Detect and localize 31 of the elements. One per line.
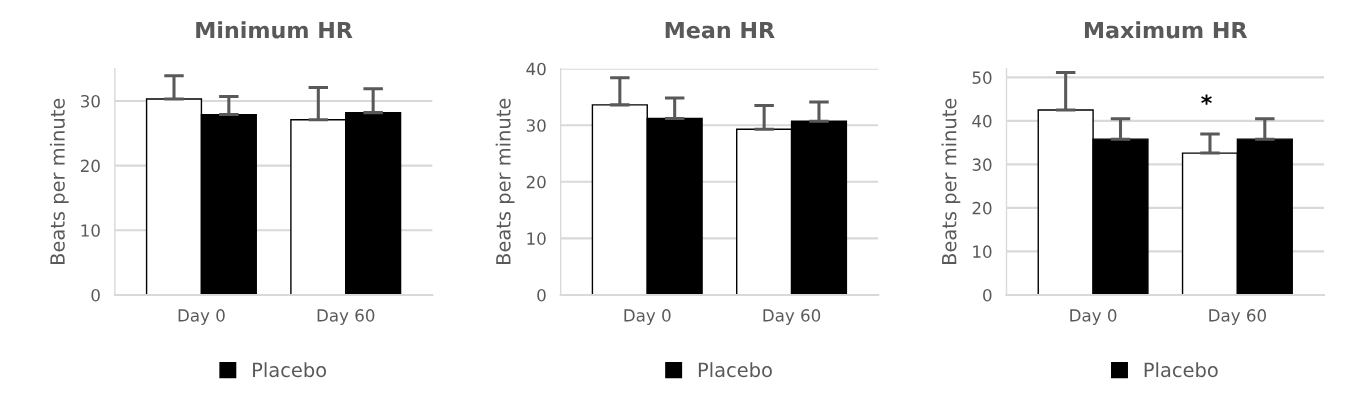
legend-label: Placebo: [698, 362, 772, 378]
y-tick-label: 10: [973, 245, 992, 258]
y-tick-label: 30: [526, 119, 546, 132]
legend-label: Placebo: [1144, 362, 1218, 378]
y-tick-label: 30: [972, 158, 992, 171]
x-tick-label: Day 0: [178, 309, 225, 325]
y-tick-label: 0: [91, 288, 100, 302]
y-tick-label: 50: [972, 71, 992, 84]
y-axis-title: Beats per minute: [941, 98, 961, 264]
y-tick-label: 20: [972, 201, 992, 215]
y-tick-label: 10: [527, 232, 546, 245]
x-tick-label: Day 60: [763, 309, 821, 325]
y-tick-label: 10: [81, 224, 100, 237]
x-tick-label: Day 0: [624, 309, 671, 325]
x-tick-label: Day 0: [1070, 309, 1117, 325]
y-tick-label: 0: [983, 288, 992, 302]
y-axis-title: Beats per minute: [49, 98, 69, 264]
y-tick-label: 20: [526, 175, 546, 189]
x-tick-label: Day 60: [317, 309, 375, 325]
y-axis-title: Beats per minute: [495, 98, 515, 264]
y-tick-label: 20: [80, 159, 100, 173]
annotation: *: [1201, 94, 1212, 105]
chart-title: Minimum HR: [196, 21, 353, 39]
chart-title: Maximum HR: [1084, 21, 1248, 39]
chart-title: Mean HR: [665, 21, 775, 39]
y-tick-label: 40: [972, 114, 992, 128]
x-tick-label: Day 60: [1209, 309, 1266, 325]
legend-label: Placebo: [253, 362, 327, 378]
y-tick-label: 0: [537, 288, 546, 302]
y-tick-label: 40: [526, 62, 546, 76]
y-tick-label: 30: [81, 94, 100, 108]
